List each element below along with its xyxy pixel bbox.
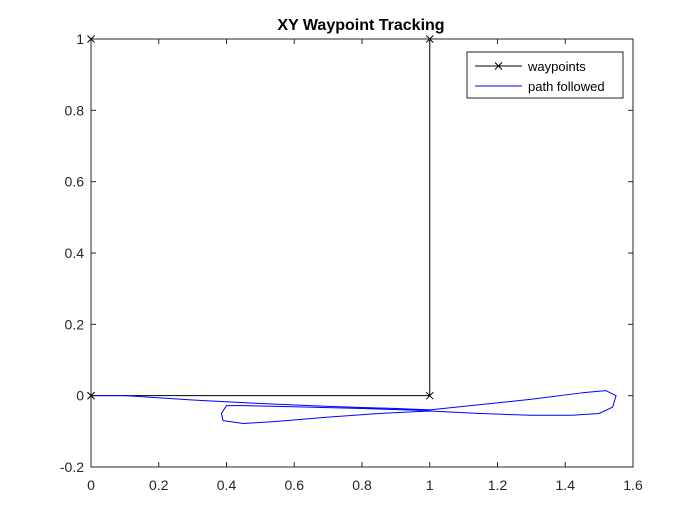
x-tick-label: 1.2 [488,477,508,493]
x-tick-label: 1.6 [623,477,643,493]
y-tick-label: 0.6 [65,174,85,190]
y-tick-label: 0.4 [65,245,85,261]
y-tick-label: 1 [76,31,84,47]
legend-label-path-followed: path followed [528,79,605,94]
legend-label-waypoints: waypoints [527,59,586,74]
x-tick-label: 0.8 [352,477,372,493]
x-tick-label: 0.4 [217,477,237,493]
x-tick-label: 0.2 [149,477,169,493]
x-tick-label: 0.6 [285,477,305,493]
x-tick-label: 0 [87,477,95,493]
y-tick-label: 0 [76,388,84,404]
x-tick-label: 1 [426,477,434,493]
y-tick-label: 0.2 [65,316,85,332]
chart-title: XY Waypoint Tracking [277,17,444,34]
plot-area [91,39,633,467]
y-tick-label: -0.2 [60,459,84,475]
y-tick-label: 0.8 [65,102,85,118]
x-tick-label: 1.4 [556,477,576,493]
legend: waypoints path followed [467,52,623,98]
